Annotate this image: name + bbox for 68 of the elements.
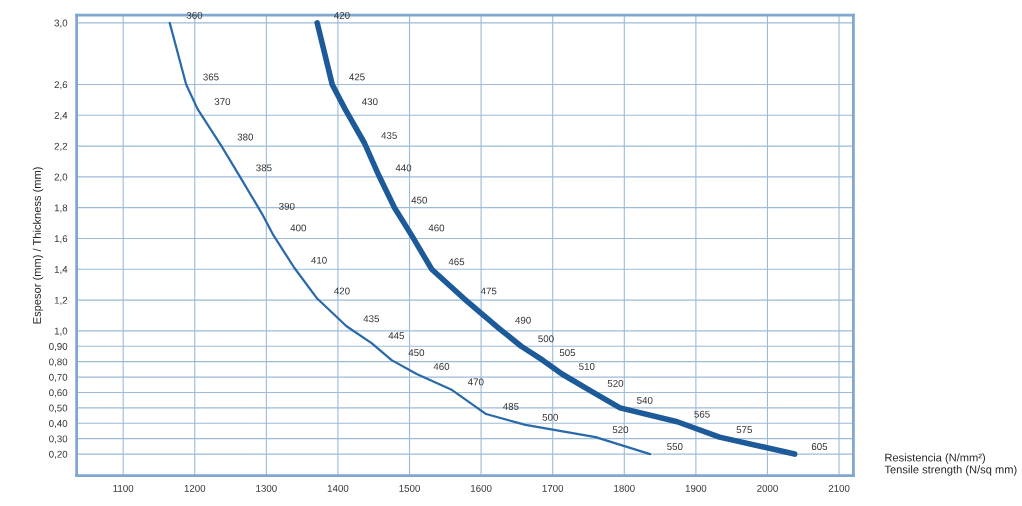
annotation: 605 (811, 443, 828, 451)
y-tick-label: 2,2 (54, 142, 68, 151)
annotation: 550 (667, 443, 683, 451)
annotation: 380 (237, 133, 254, 141)
y-tick-label: 0,50 (49, 404, 68, 413)
annotation: 450 (408, 349, 425, 357)
y-tick-label: 0,60 (49, 389, 68, 398)
y-tick-label: 0,90 (49, 343, 68, 352)
y-tick-label: 2,0 (54, 173, 68, 182)
annotation: 410 (311, 256, 327, 264)
annotation: 520 (612, 426, 629, 434)
annotation: 500 (538, 335, 554, 343)
annotation: 435 (381, 132, 397, 139)
y-tick-label: 0,70 (49, 373, 68, 382)
x-tick-label: 1100 (113, 484, 134, 492)
y-tick-label: 0,20 (49, 450, 68, 459)
annotation: 490 (515, 316, 531, 324)
y-tick-label: 0,40 (49, 420, 68, 429)
y-tick-label: 1,6 (54, 235, 68, 244)
annotation: 565 (694, 410, 710, 418)
y-tick-label: 2,4 (54, 112, 68, 121)
annotation: 575 (736, 426, 752, 434)
x-tick-label: 1300 (256, 484, 277, 492)
annotation: 390 (279, 202, 295, 210)
annotation: 420 (334, 287, 350, 295)
y-tick-label: 1,0 (54, 327, 68, 336)
annotation: 435 (363, 315, 380, 323)
annotation: 485 (503, 403, 519, 410)
line-series (168, 21, 652, 456)
x-tick-label: 2000 (757, 484, 778, 492)
y-tick-label: 1,2 (54, 296, 68, 305)
annotation: 365 (203, 73, 219, 81)
x-tick-label: 1400 (327, 484, 349, 492)
y-tick-label: 1,4 (54, 266, 68, 275)
annotation: 385 (256, 164, 272, 172)
x-tick-label: 1500 (399, 484, 420, 492)
x-tick-label: 1600 (471, 484, 492, 492)
annotation: 400 (290, 224, 307, 232)
y-tick-label: 1,8 (54, 204, 68, 213)
y-tick-label: 3,0 (54, 19, 68, 28)
annotation: 460 (433, 363, 450, 370)
x-tick-label: 1200 (184, 484, 206, 492)
annotation: 540 (637, 396, 653, 404)
annotation: 470 (467, 378, 484, 386)
x-axis-title: Resistencia (N/mm²) Tensile strength (N/sq mm) (884, 453, 1017, 476)
annotation: 510 (579, 363, 595, 370)
annotation: 420 (334, 11, 350, 19)
y-tick-label: 0,30 (49, 435, 68, 444)
annotation: 425 (349, 73, 365, 81)
annotation: 360 (186, 11, 203, 19)
annotation: 505 (559, 349, 576, 357)
annotation: 465 (448, 258, 465, 266)
annotation: 475 (480, 287, 497, 295)
x-tick-label: 2100 (828, 484, 850, 492)
x-tick-label: 1700 (542, 484, 564, 492)
x-tick-label: 1900 (685, 484, 707, 492)
x-tick-label: 1800 (614, 484, 635, 492)
annotation: 500 (542, 413, 559, 421)
annotation: 520 (607, 379, 624, 387)
y-tick-label: 0,80 (49, 358, 68, 367)
annotation: 450 (411, 196, 427, 204)
annotation: 460 (428, 224, 445, 232)
annotation: 440 (395, 164, 412, 172)
y-tick-label: 2,6 (54, 81, 68, 90)
y-axis-title: Espesor (mm) / Thickness (mm) (32, 167, 44, 324)
annotation: 445 (388, 332, 405, 340)
annotation: 370 (214, 98, 231, 106)
annotation: 430 (361, 98, 378, 106)
